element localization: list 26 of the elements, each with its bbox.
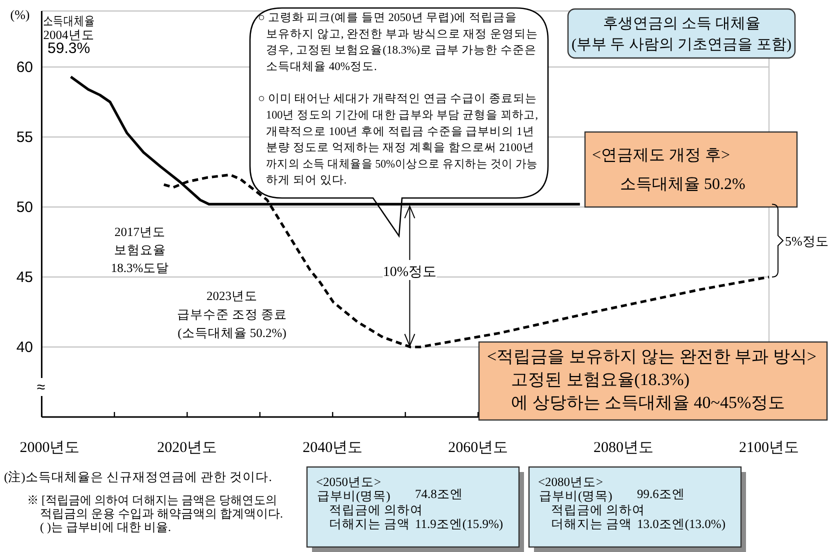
text: (注)소득대체율은 신규재정연금에 관한 것이다.	[4, 470, 272, 484]
text: ※ [적립금에 의하여 더해지는 금액은 당해연도의 적립금의 운용 수입과 해약금액의 합계액이다. ( )는 급부비에 대한 비율.	[27, 493, 286, 534]
text: ○ 고령화 피크(예를 들면 2050년 무렵)에 적립금을 보유하지 않고, 완전한 부과 방식으로 재정 운영되는 경우, 고정된 보험요율(18.3%)로 급부 가능한 수준은 소득대체율 40%정도. ○ 이미 태어난 세대가 개략적인 연금 수급이 종료되는 100년 정도의 기간에 대한 급부와 부담 균형을 꾀하고, 개략적으로 100년 후에 적립금 수준을 급부비의 1년 분량 정도로 억제하는 재정 계획을 함으로써 2100년 까지의 소득 대체율을 50%이상으로 유지하는 것이 가능 하게 되어 있다.	[258, 12, 556, 187]
y-tick-label: 50	[16, 199, 33, 216]
text: <2050년도> 급부비(명목) 74.8조엔 적립금에 의하여 더해지는 금액 11.9조엔(15.9%)	[316, 475, 504, 531]
y-tick-label: 60	[16, 59, 33, 76]
x-tick-label: 2040년도	[302, 440, 363, 456]
x-tick-label: 2000년도	[20, 440, 80, 456]
annotation: 10%정도	[382, 265, 437, 280]
annotation: 2023년도 급부수준 조정 종료 (소득대체율 50.2%)	[176, 289, 288, 340]
annotation: 소득대체율 2004년도 59.3%	[42, 14, 108, 57]
y-tick-label: 40	[16, 339, 33, 356]
annotation: 2017년도 보험요율 18.3%도달	[110, 225, 170, 275]
annotation: <연금제도 개정 후> 소득대체율 50.2%	[592, 147, 746, 193]
x-tick-label: 2020년도	[157, 440, 218, 456]
y-tick-label: 45	[16, 269, 33, 286]
x-tick-label: 2060년도	[448, 440, 508, 456]
y-tick-label: 55	[16, 129, 33, 146]
x-tick-label: 2080년도	[594, 440, 654, 456]
y-axis-title: (%)	[10, 7, 30, 22]
annotation: <적립금을 보유하지 않는 완전한 부과 방식> 고정된 보험요율(18.3%) 에 상당하는 소득대체율 40~45%정도	[487, 347, 816, 412]
x-tick-label: 2100년도	[739, 440, 799, 456]
annotation: ≈	[36, 379, 46, 396]
text: 5%정도	[785, 234, 828, 249]
text: 후생연금의 소득 대체율 (부부 두 사람의 기초연금을 포함)	[572, 16, 792, 53]
text: <2080년도> 급부비(명목) 99.6조엔 적립금에 의하여 더해지는 금액 13.0조엔(13.0%)	[538, 475, 726, 531]
